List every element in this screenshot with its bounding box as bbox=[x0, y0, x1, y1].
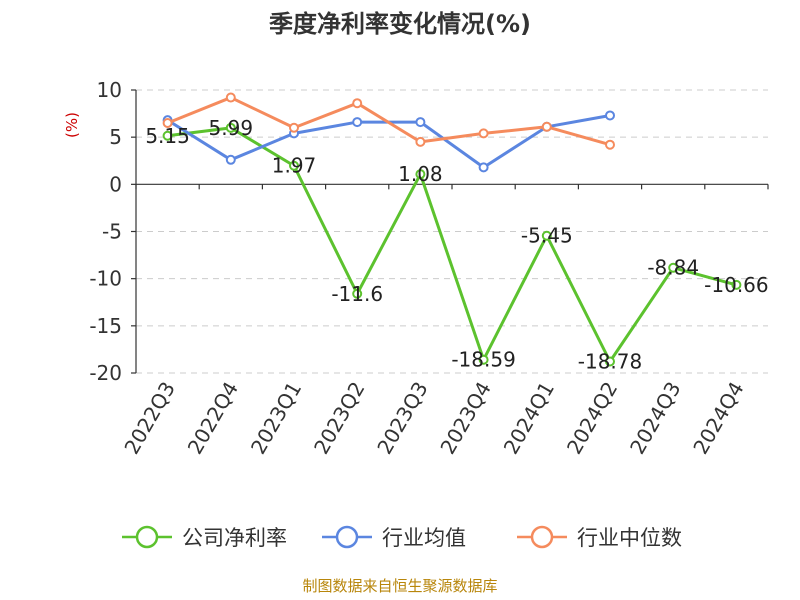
data-point-0 bbox=[668, 262, 679, 273]
data-point-1 bbox=[225, 154, 236, 165]
y-tick-label: -10 bbox=[89, 267, 122, 291]
legend-label: 行业均值 bbox=[382, 526, 466, 550]
y-tick-label: 5 bbox=[109, 125, 122, 149]
legend-label: 行业中位数 bbox=[577, 526, 682, 550]
data-labels: 5.15 5.99 1.97 -11.6 1.08 -18.59 -5.45 -18.78 -8… bbox=[145, 116, 768, 374]
data-label: -5.45 bbox=[521, 224, 573, 248]
x-tick-label: 2024Q4 bbox=[688, 378, 748, 459]
data-point-0 bbox=[162, 130, 173, 141]
data-label: -8.84 bbox=[647, 256, 699, 280]
y-tick-label: -15 bbox=[89, 314, 122, 338]
data-point-1 bbox=[415, 117, 426, 128]
y-tick-label: -5 bbox=[102, 220, 122, 244]
data-point-0 bbox=[352, 288, 363, 299]
data-point-2 bbox=[415, 136, 426, 147]
series-lines bbox=[162, 92, 742, 367]
data-point-1 bbox=[352, 117, 363, 128]
x-tick-label: 2024Q2 bbox=[562, 378, 622, 459]
legend-label: 公司净利率 bbox=[182, 526, 287, 550]
y-axis-unit-label: (%) bbox=[63, 112, 81, 138]
legend-marker bbox=[335, 525, 359, 549]
x-tick-label: 2022Q4 bbox=[183, 378, 243, 459]
data-label: -18.59 bbox=[451, 348, 515, 372]
x-tick-label: 2024Q3 bbox=[625, 378, 685, 459]
chart-title: 季度净利率变化情况(%) bbox=[269, 10, 531, 38]
data-point-0 bbox=[289, 160, 299, 171]
data-point-2 bbox=[352, 98, 363, 109]
data-label: 1.08 bbox=[398, 162, 443, 186]
data-label: -18.78 bbox=[578, 349, 642, 373]
x-tick-labels: 2022Q3 2022Q4 2023Q1 2023Q2 2023Q3 2023Q4 2024… bbox=[119, 377, 748, 458]
x-tick-label: 2023Q3 bbox=[372, 378, 432, 459]
data-point-0 bbox=[541, 230, 552, 241]
source-note: 制图数据来自恒生聚源数据库 bbox=[302, 577, 497, 595]
data-point-0 bbox=[605, 356, 615, 367]
data-point-2 bbox=[605, 139, 615, 150]
data-point-0 bbox=[478, 354, 489, 365]
data-point-2 bbox=[162, 118, 173, 129]
x-tick-label: 2023Q2 bbox=[309, 378, 369, 459]
x-tick-label: 2024Q1 bbox=[499, 378, 559, 459]
y-tick-label: -20 bbox=[89, 361, 122, 385]
data-label: 5.99 bbox=[209, 116, 254, 140]
data-point-0 bbox=[731, 279, 742, 290]
data-label: 5.15 bbox=[145, 124, 190, 148]
x-tick-label: 2023Q4 bbox=[435, 377, 495, 458]
data-point-1 bbox=[605, 110, 615, 121]
data-label: 1.97 bbox=[272, 154, 317, 178]
data-point-0 bbox=[415, 169, 426, 180]
data-label: -10.66 bbox=[704, 273, 768, 297]
series-line-2 bbox=[167, 96, 611, 147]
x-tick-label: 2022Q3 bbox=[119, 378, 179, 459]
data-point-2 bbox=[225, 92, 236, 103]
y-tick-labels: 10 5 0 -5 -10 -15 -20 bbox=[89, 78, 122, 385]
data-point-2 bbox=[541, 121, 552, 132]
y-tick-label: 10 bbox=[97, 78, 122, 102]
x-tick-label: 2023Q1 bbox=[246, 378, 306, 459]
legend-marker bbox=[530, 525, 554, 549]
axes bbox=[131, 89, 769, 374]
data-point-2 bbox=[478, 128, 489, 139]
data-label: -11.6 bbox=[331, 282, 383, 306]
y-tick-label: 0 bbox=[109, 172, 122, 196]
data-point-1 bbox=[478, 162, 489, 173]
data-point-0 bbox=[225, 122, 236, 133]
legend: 公司净利率 行业均值 行业中位数 bbox=[122, 525, 682, 550]
series-line-0 bbox=[167, 126, 737, 363]
data-point-2 bbox=[289, 122, 299, 133]
legend-marker bbox=[135, 525, 159, 549]
